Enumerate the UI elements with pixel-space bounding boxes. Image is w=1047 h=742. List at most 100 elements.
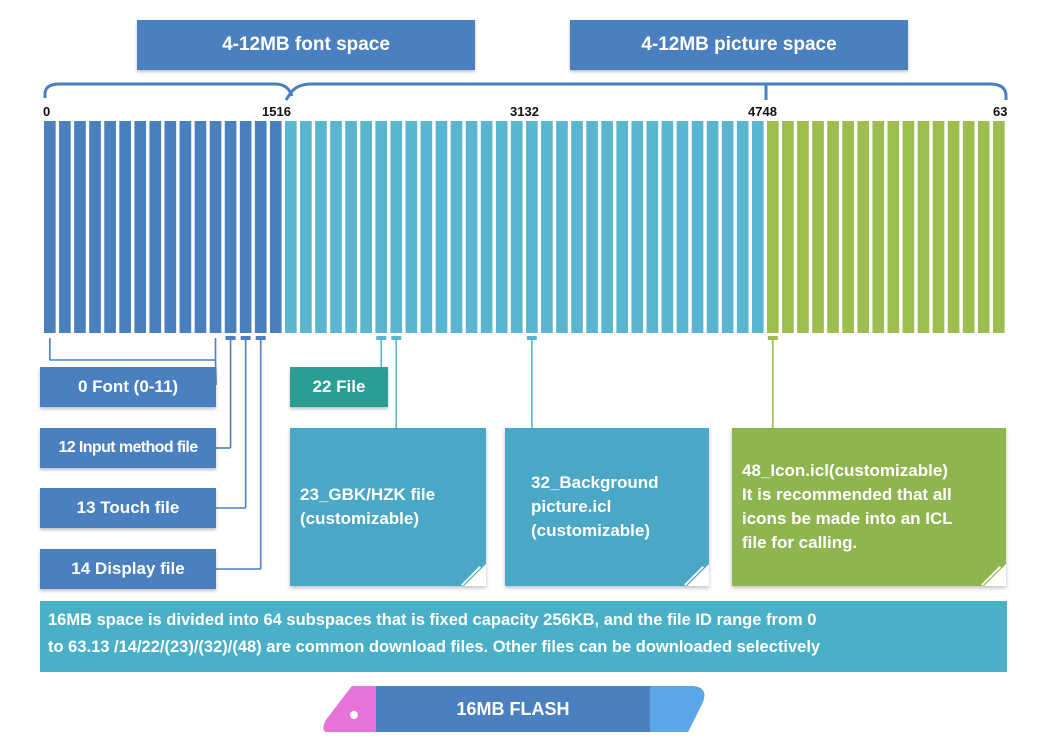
subspace-bar xyxy=(947,121,960,333)
subspace-bar xyxy=(285,121,297,333)
subspace-bar xyxy=(917,121,930,333)
subspace-bar xyxy=(646,121,659,333)
gbk-card: 23_GBK/HZK file (customizable) xyxy=(290,428,486,586)
input-method-label: 12 Input method file xyxy=(40,428,216,468)
subspace-bar xyxy=(541,121,553,333)
subspace-bar xyxy=(390,121,403,333)
subspace-bar xyxy=(194,121,207,333)
subspace-bar xyxy=(827,121,839,333)
font-label: 0 Font (0-11) xyxy=(40,367,216,407)
subspace-bar xyxy=(104,121,116,333)
info-line-2: to 63.13 /14/22/(23)/(32)/(48) are commo… xyxy=(48,638,821,656)
tick-4748: 4748 xyxy=(748,104,777,119)
tick-3132: 3132 xyxy=(510,104,539,119)
font-space-header-text: 4-12MB font space xyxy=(222,34,390,55)
info-line-1: 16MB space is divided into 64 subspaces … xyxy=(48,611,817,629)
subspace-bar xyxy=(902,121,915,333)
subspace-bar xyxy=(661,121,674,333)
touch-label: 13 Touch file xyxy=(40,488,216,528)
subspace-bar xyxy=(721,121,734,333)
display-label: 14 Display file xyxy=(40,549,216,589)
tick-0: 0 xyxy=(43,104,51,119)
subspace-bar xyxy=(465,121,478,333)
subspace-bar xyxy=(977,121,990,333)
subspace-bar xyxy=(375,121,388,333)
background-card: 32_Background picture.icl (customizable) xyxy=(505,428,709,586)
display-label-text: 14 Display file xyxy=(71,559,185,578)
subspace-bar xyxy=(887,121,900,333)
subspace-bar xyxy=(872,121,885,333)
subspace-bar xyxy=(751,121,764,333)
subspace-bar xyxy=(857,121,870,333)
page-fold-icon xyxy=(984,564,1006,586)
icon-card: 48_Icon.icl(customizable) It is recommen… xyxy=(732,428,1006,586)
subspace-bar xyxy=(736,121,749,333)
flash-chip-right-cap xyxy=(650,686,705,732)
info-bar: 16MB space is divided into 64 subspaces … xyxy=(40,601,1007,672)
page-fold-icon xyxy=(464,564,486,586)
icon-card-line1: 48_Icon.icl(customizable) xyxy=(742,461,948,480)
subspace-bar xyxy=(360,121,372,333)
subspace-bar xyxy=(315,121,327,333)
subspace-bar xyxy=(601,121,613,333)
subspace-bar xyxy=(435,121,448,333)
subspace-bar xyxy=(345,121,357,333)
gbk-card-line1: 23_GBK/HZK file xyxy=(300,485,436,504)
subspace-bar xyxy=(330,121,342,333)
subspace-bar xyxy=(405,121,418,333)
flash-label-text: 16MB FLASH xyxy=(456,698,570,719)
picture-space-header-text: 4-12MB picture space xyxy=(641,34,837,55)
subspace-bar xyxy=(586,121,598,333)
flash-label: 16MB FLASH xyxy=(376,686,650,732)
subspace-bar xyxy=(74,121,86,333)
flash-chip-dot xyxy=(350,711,358,719)
subspace-bar xyxy=(706,121,719,333)
subspace-bar xyxy=(149,121,162,333)
background-card-line1: 32_Background xyxy=(531,473,659,492)
tick-63: 63 xyxy=(993,104,1008,119)
font-space-header: 4-12MB font space xyxy=(137,20,475,70)
subspace-bar xyxy=(691,121,704,333)
subspace-bar xyxy=(134,121,147,333)
subspace-bar xyxy=(962,121,975,333)
subspace-bar xyxy=(495,121,508,333)
subspace-bar xyxy=(526,121,538,333)
flash-chip-left-cap xyxy=(323,686,376,732)
subspace-bar xyxy=(616,121,629,333)
subspace-bar xyxy=(420,121,433,333)
file22-label: 22 File xyxy=(290,367,388,407)
subspace-bar xyxy=(269,121,282,333)
subspace-bar xyxy=(510,121,523,333)
touch-label-text: 13 Touch file xyxy=(76,498,180,517)
subspace-bar xyxy=(44,121,56,333)
subspace-bar xyxy=(812,121,824,333)
picture-space-header: 4-12MB picture space xyxy=(570,20,908,70)
subspace-bar xyxy=(556,121,568,333)
font-label-text: 0 Font (0-11) xyxy=(77,377,179,396)
subspace-bar xyxy=(932,121,945,333)
background-card-line2: picture.icl xyxy=(531,497,612,516)
subspace-bar xyxy=(254,121,267,333)
subspace-bar xyxy=(450,121,463,333)
subspace-bar xyxy=(209,121,222,333)
subspace-bar xyxy=(992,121,1005,333)
subspace-bar xyxy=(782,121,794,333)
page-fold-icon xyxy=(687,564,709,586)
subspace-bar xyxy=(631,121,644,333)
subspace-bar xyxy=(480,121,493,333)
flash-chip xyxy=(323,686,705,732)
icon-card-line3: icons be made into an ICL xyxy=(742,509,953,528)
subspace-bar xyxy=(224,121,237,333)
subspace-bar xyxy=(119,121,131,333)
subspace-bar xyxy=(767,121,779,333)
subspace-bar xyxy=(571,121,583,333)
tick-1516: 1516 xyxy=(262,104,291,119)
file22-label-text: 22 File xyxy=(312,377,366,396)
subspace-bar xyxy=(300,121,312,333)
subspace-bar xyxy=(239,121,252,333)
picture-space-brace xyxy=(284,82,1008,101)
subspace-bar xyxy=(164,121,177,333)
background-card-line3: (customizable) xyxy=(531,521,651,540)
subspace-bar xyxy=(89,121,101,333)
font-space-brace xyxy=(43,82,294,98)
